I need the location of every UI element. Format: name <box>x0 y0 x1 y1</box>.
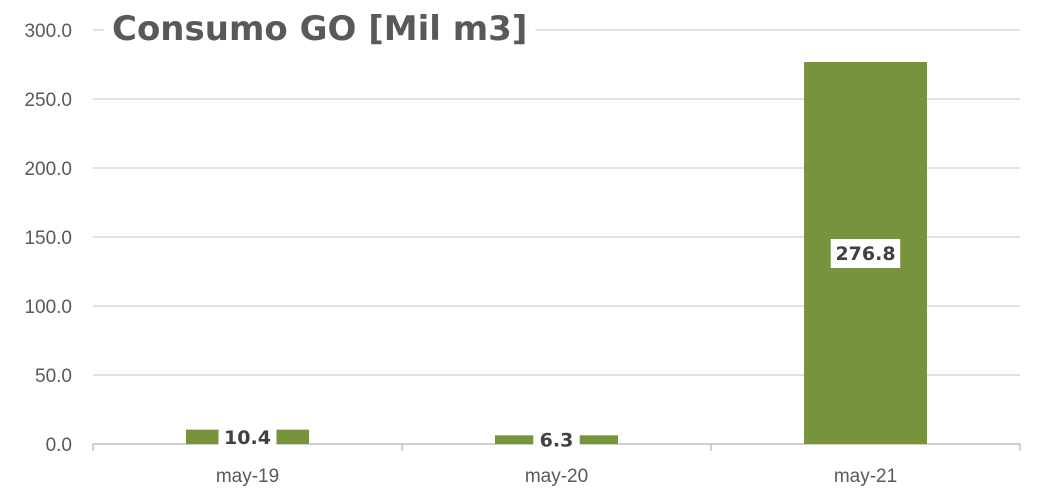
y-tick-label: 200.0 <box>24 159 72 180</box>
data-labels: 10.4 6.3 276.8 <box>218 239 901 455</box>
bars <box>186 62 927 445</box>
chart-title: Consumo GO [Mil m3] <box>112 9 527 49</box>
data-label: 10.4 <box>224 427 271 449</box>
y-tick-label: 250.0 <box>24 90 72 111</box>
chart-title-background <box>104 9 536 49</box>
data-label-background <box>533 425 580 455</box>
data-label: 6.3 <box>540 430 574 452</box>
y-tick-label: 150.0 <box>24 228 72 249</box>
x-axis-category-labels: may-19 may-20 may-21 <box>216 466 897 487</box>
y-axis-tick-labels: 0.0 50.0 100.0 150.0 200.0 250.0 300.0 <box>24 21 72 456</box>
y-tick-label: 50.0 <box>35 366 72 387</box>
y-tick-label: 0.0 <box>46 435 72 456</box>
x-category-label: may-21 <box>834 466 897 487</box>
data-label: 276.8 <box>835 243 895 265</box>
data-label-background <box>830 239 901 269</box>
y-tick-label: 300.0 <box>24 21 72 42</box>
x-axis-ticks <box>92 444 1021 451</box>
y-tick-label: 100.0 <box>24 297 72 318</box>
x-category-label: may-20 <box>525 466 588 487</box>
x-category-label: may-19 <box>216 466 279 487</box>
data-label-background <box>218 422 277 452</box>
